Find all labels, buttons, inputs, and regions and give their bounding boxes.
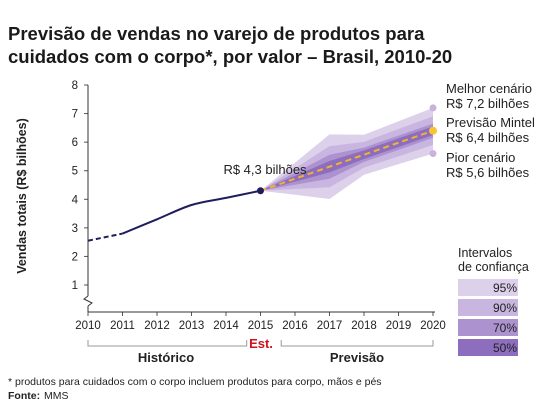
period-previsao: Previsão (330, 350, 384, 365)
chart-title-line1: Previsão de vendas no varejo de produtos… (8, 23, 425, 44)
x-tick-label: 2010 (75, 320, 101, 332)
y-tick-label: 4 (72, 194, 79, 206)
historical-line (122, 189, 261, 235)
y-axis-label: Vendas totais (R$ bilhões) (15, 118, 29, 274)
period-brackets (87, 340, 434, 347)
x-tick-label: 2016 (282, 320, 308, 332)
series-lines (87, 129, 434, 242)
y-axis-break (83, 295, 93, 307)
confidence-bands (260, 107, 433, 199)
historical-line-dashed (87, 232, 123, 242)
legend-label-70: 70% (493, 321, 517, 335)
period-est: Est. (249, 336, 273, 351)
legend-swatch-95 (458, 279, 518, 296)
best-case-value: R$ 7,2 bilhões (446, 96, 530, 111)
x-tick-label: 2011 (110, 320, 135, 332)
x-ticks: 2010 2011 2012 2013 2014 2015 2016 2017 2018 2019… (75, 312, 446, 332)
x-tick-label: 2018 (351, 320, 377, 332)
annotation-2015: R$ 4,3 bilhões (223, 162, 307, 177)
x-tick-label: 2012 (144, 320, 170, 332)
legend-swatch-70 (458, 319, 518, 336)
y-tick-label: 2 (72, 251, 78, 263)
source-value: MMS (44, 390, 69, 402)
footnote: * produtos para cuidados com o corpo inc… (8, 376, 382, 388)
y-tick-label: 6 (72, 137, 78, 149)
x-tick-label: 2017 (317, 320, 343, 332)
legend-title-line2: de confiança (458, 260, 529, 274)
x-tick-label: 2013 (179, 320, 205, 332)
legend-swatch-50 (458, 339, 518, 356)
legend: 95% 90% 70% 50% (458, 279, 518, 356)
source-label: Fonte: (8, 390, 40, 402)
legend-title-line1: Intervalos (458, 246, 512, 260)
period-historico: Histórico (138, 350, 194, 365)
legend-label-50: 50% (493, 341, 517, 355)
legend-label-90: 90% (493, 301, 517, 315)
forecast-dot (429, 126, 437, 135)
x-tick-label: 2014 (213, 320, 239, 332)
legend-swatch-90 (458, 299, 518, 316)
y-tick-label: 8 (72, 80, 78, 92)
bracket-historico (87, 340, 248, 347)
y-tick-label: 3 (72, 223, 78, 235)
worst-case-label: Pior cenário (446, 150, 515, 165)
worst-case-dot (429, 150, 437, 158)
y-tick-label: 7 (72, 109, 78, 121)
bracket-previsao (280, 340, 434, 347)
point-2015 (257, 187, 264, 195)
y-ticks: 1 2 3 4 5 6 7 8 (72, 80, 88, 292)
worst-case-value: R$ 5,6 bilhões (446, 165, 530, 180)
y-tick-label: 5 (72, 166, 78, 178)
legend-label-95: 95% (493, 281, 517, 295)
chart-title-line2: cuidados com o corpo*, por valor – Brasi… (8, 46, 452, 67)
x-tick-label: 2015 (248, 320, 274, 332)
scenario-dots (429, 104, 437, 158)
x-tick-label: 2019 (386, 320, 412, 332)
axes (83, 85, 435, 313)
best-case-dot (429, 104, 437, 112)
forecast-central-line (260, 129, 434, 192)
forecast-value: R$ 6,4 bilhões (446, 130, 530, 145)
y-tick-label: 1 (72, 280, 78, 292)
forecast-label: Previsão Mintel (446, 115, 535, 130)
confidence-band-50 (260, 126, 433, 191)
x-tick-label: 2020 (420, 320, 446, 332)
best-case-label: Melhor cenário (446, 81, 532, 96)
